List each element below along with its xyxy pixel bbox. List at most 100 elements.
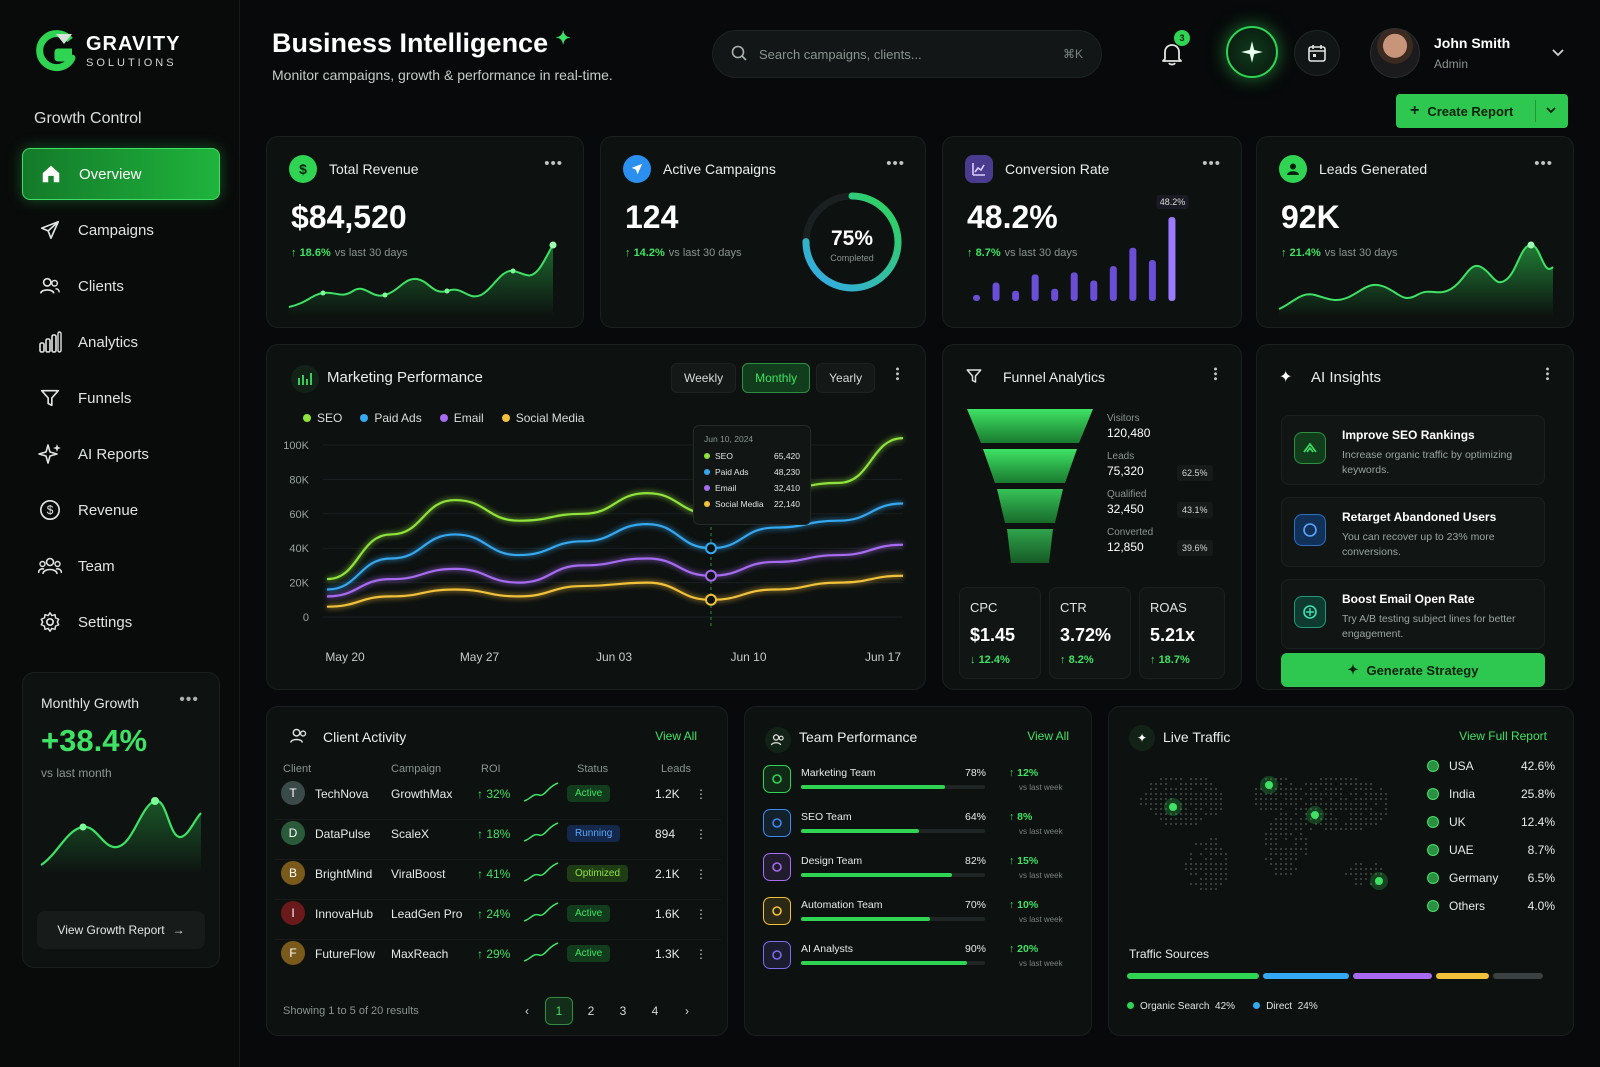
team-icon bbox=[763, 765, 791, 793]
dollar-icon: $ bbox=[289, 155, 317, 183]
sidebar-item-campaigns[interactable]: Campaigns bbox=[22, 204, 220, 256]
funnel-chart bbox=[967, 409, 1093, 563]
tab-weekly[interactable]: Weekly bbox=[671, 363, 737, 393]
ai-insight-item[interactable]: Retarget Abandoned Users You can recover… bbox=[1281, 497, 1545, 567]
roi-sparkline bbox=[523, 862, 559, 882]
y-tick-label: 40K bbox=[289, 543, 309, 555]
sidebar-item-settings[interactable]: Settings bbox=[22, 596, 220, 648]
conversion-bar bbox=[1070, 272, 1078, 301]
conversion-rate-card: Conversion Rate ••• 48.2% ↑ 8.7% vs last … bbox=[942, 136, 1242, 328]
more-options-icon[interactable]: ••• bbox=[1209, 367, 1221, 382]
team-icon bbox=[763, 809, 791, 837]
more-options-icon[interactable]: ••• bbox=[891, 367, 903, 382]
more-options-icon[interactable]: ••• bbox=[179, 691, 199, 708]
more-options-icon[interactable]: ••• bbox=[1534, 155, 1553, 172]
pagination-summary: Showing 1 to 5 of 20 results bbox=[283, 1005, 419, 1017]
team-percent: 90% bbox=[965, 943, 987, 955]
country-row[interactable]: USA 42.6% bbox=[1427, 759, 1555, 773]
ai-assistant-button[interactable] bbox=[1226, 26, 1278, 78]
flag-icon bbox=[1427, 816, 1439, 828]
country-row[interactable]: India 25.8% bbox=[1427, 787, 1555, 801]
row-menu-icon: ⋮ bbox=[695, 907, 707, 921]
tab-monthly[interactable]: Monthly bbox=[742, 363, 811, 393]
generate-strategy-button[interactable]: ✦ Generate Strategy bbox=[1281, 653, 1545, 687]
table-row[interactable] bbox=[275, 939, 721, 977]
card-title: Leads Generated bbox=[1319, 161, 1428, 177]
legend-item: SEO bbox=[303, 411, 342, 425]
chevron-down-icon[interactable] bbox=[1546, 102, 1556, 117]
funnel-stage: Converted 12,850 bbox=[1107, 527, 1154, 554]
search-input[interactable]: Search campaigns, clients... bbox=[759, 46, 922, 62]
sidebar-item-clients[interactable]: Clients bbox=[22, 260, 220, 312]
leads-value: 894 bbox=[655, 827, 676, 841]
team-delta: ↑ 20% bbox=[1009, 943, 1039, 955]
pagination-page[interactable]: 4 bbox=[651, 1004, 659, 1018]
traffic-hotspot bbox=[1375, 877, 1383, 885]
series-line-email bbox=[326, 543, 904, 598]
country-name: USA bbox=[1449, 759, 1474, 773]
country-percent: 6.5% bbox=[1527, 871, 1555, 885]
more-options-icon[interactable]: ••• bbox=[886, 155, 905, 172]
tooltip-date: Jun 10, 2024 bbox=[704, 434, 754, 444]
view-growth-report-button[interactable]: View Growth Report → bbox=[37, 911, 205, 949]
sparkle-icon bbox=[1241, 41, 1263, 63]
leads-value: 1.6K bbox=[655, 907, 680, 921]
traffic-sources-title: Traffic Sources bbox=[1129, 947, 1210, 961]
country-row[interactable]: Germany 6.5% bbox=[1427, 871, 1555, 885]
sidebar-item-funnels[interactable]: Funnels bbox=[22, 372, 220, 424]
country-row[interactable]: UK 12.4% bbox=[1427, 815, 1555, 829]
sidebar-item-revenue[interactable]: $ Revenue bbox=[22, 484, 220, 536]
view-all-link[interactable]: View All bbox=[1027, 729, 1069, 743]
calendar-button[interactable] bbox=[1294, 30, 1340, 76]
sidebar-item-analytics[interactable]: Analytics bbox=[22, 316, 220, 368]
pagination-page[interactable]: 2 bbox=[587, 1004, 595, 1018]
bar-chart-icon bbox=[36, 328, 64, 356]
sidebar-item-team[interactable]: Team bbox=[22, 540, 220, 592]
table-row[interactable] bbox=[275, 859, 721, 897]
ai-insight-item[interactable]: Improve SEO Rankings Increase organic tr… bbox=[1281, 415, 1545, 485]
notifications-button[interactable]: 3 bbox=[1152, 30, 1192, 74]
team-name: AI Analysts bbox=[801, 943, 853, 955]
table-row[interactable] bbox=[275, 899, 721, 937]
view-full-report-link[interactable]: View Full Report bbox=[1459, 729, 1547, 743]
legend-item: Social Media bbox=[501, 411, 584, 425]
roi-sparkline bbox=[523, 822, 559, 842]
sidebar-item-ai-reports[interactable]: AI Reports bbox=[22, 428, 220, 480]
traffic-source-segment bbox=[1262, 973, 1350, 979]
search-bar[interactable]: Search campaigns, clients... ⌘K bbox=[712, 30, 1102, 78]
search-icon bbox=[731, 45, 747, 64]
trend-up-icon bbox=[1294, 432, 1326, 464]
view-all-link[interactable]: View All bbox=[655, 729, 697, 743]
tab-yearly[interactable]: Yearly bbox=[816, 363, 876, 393]
pagination-page[interactable]: 1 bbox=[545, 997, 573, 1025]
kpi-delta: ↑ 14.2% vs last 30 days bbox=[625, 247, 742, 259]
brand-logo[interactable]: GRAVITY SOLUTIONS bbox=[32, 28, 180, 74]
pagination-page[interactable]: 3 bbox=[619, 1004, 627, 1018]
team-percent: 70% bbox=[965, 899, 987, 911]
pagination-next[interactable]: › bbox=[685, 1004, 689, 1018]
sidebar-item-overview[interactable]: Overview bbox=[22, 148, 220, 200]
flag-icon bbox=[1427, 844, 1439, 856]
campaign-name: ScaleX bbox=[391, 827, 430, 841]
create-report-button[interactable]: + Create Report bbox=[1396, 94, 1568, 128]
country-row[interactable]: UAE 8.7% bbox=[1427, 843, 1555, 857]
funnel-icon bbox=[965, 367, 983, 390]
marketing-line-chart[interactable]: 100K 80K 60K 40K 20K 0 May 20 May 27 Jun 03 Jun 1… bbox=[267, 431, 927, 681]
pagination-prev[interactable]: ‹ bbox=[525, 1004, 529, 1018]
more-options-icon[interactable]: ••• bbox=[1541, 367, 1553, 382]
column-header: Client bbox=[283, 763, 312, 775]
user-menu[interactable]: John Smith Admin bbox=[1370, 28, 1564, 78]
more-options-icon[interactable]: ••• bbox=[544, 155, 563, 172]
funnel-icon bbox=[36, 384, 64, 412]
ai-insight-item[interactable]: Boost Email Open Rate Try A/B testing su… bbox=[1281, 579, 1545, 649]
monthly-growth-note: vs last month bbox=[41, 766, 112, 780]
series-line-seo bbox=[326, 437, 904, 581]
table-row[interactable] bbox=[275, 819, 721, 857]
team-name: SEO Team bbox=[801, 811, 852, 823]
arrow-up-icon: ↑ bbox=[1150, 654, 1156, 666]
users-icon bbox=[289, 727, 309, 750]
country-row[interactable]: Others 4.0% bbox=[1427, 899, 1555, 913]
team-delta: ↑ 15% bbox=[1009, 855, 1039, 867]
metric-cpc: CPC $1.45 ↓ 12.4% bbox=[959, 587, 1041, 679]
more-options-icon[interactable]: ••• bbox=[1202, 155, 1221, 172]
